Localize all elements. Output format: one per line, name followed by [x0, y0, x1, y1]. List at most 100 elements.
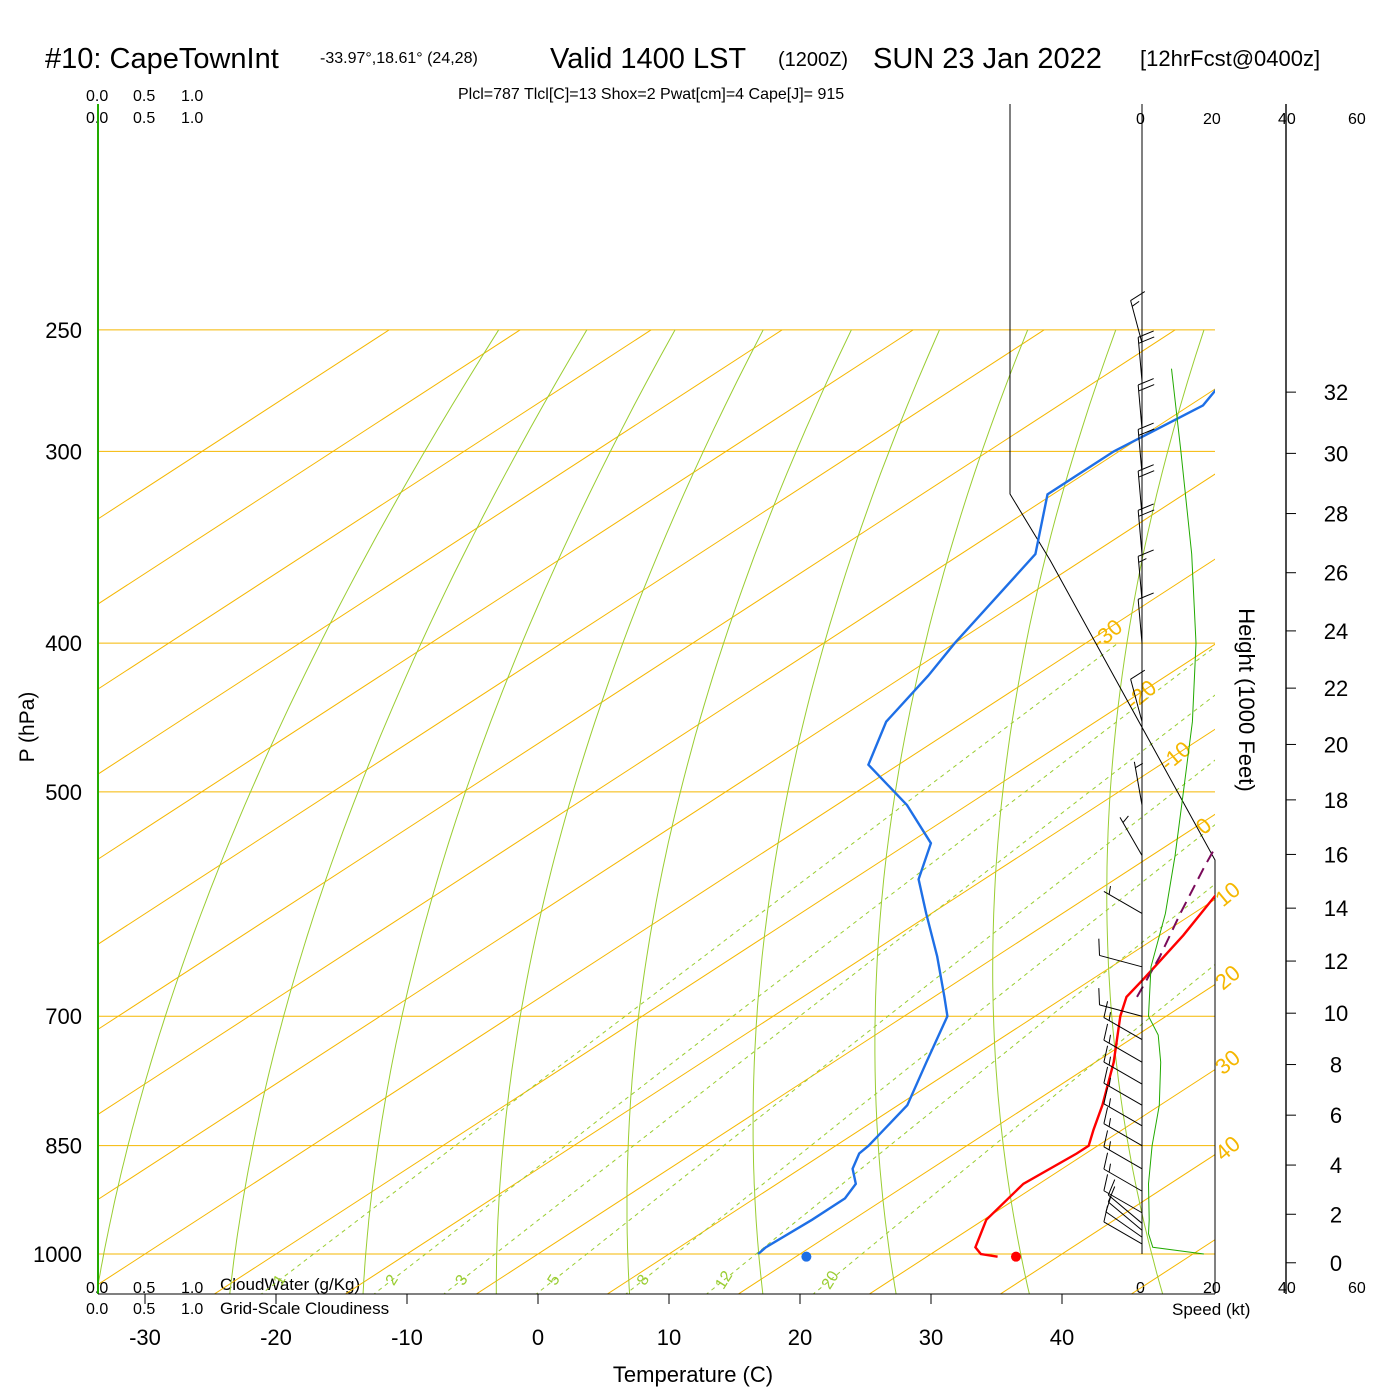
wind-barb	[1133, 761, 1144, 806]
isotherm--70	[98, 329, 1045, 945]
height-tick-16: 16	[1324, 842, 1348, 867]
pressure-tick-700: 700	[45, 1004, 82, 1029]
mixing-ratio-label-12: 12	[712, 1268, 736, 1292]
cloud-top-black-2: 1.0	[181, 110, 203, 127]
speed-bottom-20: 20	[1203, 1280, 1221, 1297]
wind-barb	[1130, 669, 1146, 722]
temp-tick-10: 10	[657, 1325, 681, 1350]
cloud-top-green-1: 0.5	[133, 88, 155, 105]
isotherm--10	[344, 728, 1215, 1294]
isotherm--80	[98, 329, 914, 860]
wind-barb	[1098, 938, 1143, 968]
speed-top-40: 40	[1278, 111, 1296, 128]
isotherm--60	[98, 329, 1176, 1030]
isotherm--50	[98, 388, 1215, 1115]
valid-time: Valid 1400 LST	[550, 43, 746, 75]
parcel-profile-line	[1136, 845, 1215, 998]
speed-top-0: 0	[1136, 111, 1145, 128]
wind-barb	[1107, 1186, 1143, 1231]
cloudiness-label: Grid-Scale Cloudiness	[220, 1299, 389, 1318]
wind-speed-line	[1147, 368, 1204, 1255]
isotherm-50	[1130, 1239, 1215, 1294]
plot-right-border	[1009, 104, 1216, 1294]
wind-barb	[1119, 815, 1143, 856]
height-tick-28: 28	[1324, 502, 1348, 527]
wind-barb	[1137, 503, 1155, 555]
mixing-ratio-label-20: 20	[819, 1268, 843, 1292]
temperature-profile-line	[974, 894, 1215, 1258]
dewpoint-profile-line	[757, 388, 1215, 1255]
cloud-scale-bottom: 0.0 0.5 1.0 CloudWater (g/Kg) 0.0 0.5 1.…	[86, 1275, 389, 1318]
mixing-ratio-1	[260, 642, 1119, 1294]
isotherm-20	[737, 983, 1215, 1294]
height-tick-24: 24	[1324, 619, 1348, 644]
dry-adiabat-310	[992, 329, 1117, 1294]
wind-barb	[1103, 1152, 1143, 1192]
station-title: #10: CapeTownInt	[45, 43, 279, 75]
wind-barb	[1103, 1001, 1143, 1041]
temp-tick-40: 40	[1050, 1325, 1074, 1350]
speed-top-20: 20	[1203, 111, 1221, 128]
wind-barb	[1103, 1205, 1143, 1245]
height-tick-18: 18	[1324, 788, 1348, 813]
height-tick-20: 20	[1324, 732, 1348, 757]
isotherm--120	[98, 329, 390, 520]
mixing-ratio-5	[535, 759, 1215, 1294]
mixing-ratio-12	[705, 883, 1215, 1294]
forecast-info: [12hrFcst@0400z]	[1140, 46, 1320, 71]
wind-barb	[1103, 1174, 1143, 1214]
wind-barb	[1137, 464, 1155, 515]
wind-barb	[1103, 1107, 1143, 1147]
wind-barb	[1137, 592, 1154, 644]
height-tick-2: 2	[1330, 1202, 1342, 1227]
utc-time: (1200Z)	[778, 49, 848, 71]
isotherm-label--20: -20	[1121, 675, 1161, 715]
wind-barb	[1130, 291, 1146, 344]
isotherm-10	[606, 898, 1215, 1294]
dry-adiabat-250	[229, 329, 588, 1294]
height-tick-14: 14	[1324, 896, 1348, 921]
wind-barb	[1137, 378, 1155, 429]
isotherm--30	[98, 558, 1215, 1286]
skewt-grid	[98, 329, 1215, 1294]
cloud-bottom-black-2: 1.0	[181, 1301, 203, 1318]
speed-top-60: 60	[1348, 111, 1366, 128]
cloud-bottom-green-2: 1.0	[181, 1280, 203, 1297]
surface-temperature-marker	[1010, 1251, 1021, 1262]
dry-adiabat-320	[1106, 329, 1205, 1294]
isotherm--110	[98, 329, 521, 605]
height-tick-12: 12	[1324, 949, 1348, 974]
sounding-series	[757, 388, 1215, 1262]
dry-adiabat-240	[98, 329, 500, 1289]
pressure-tick-300: 300	[45, 439, 82, 464]
pressure-tick-500: 500	[45, 780, 82, 805]
cloud-bottom-green-1: 0.5	[133, 1280, 155, 1297]
mixing-ratio-8	[625, 824, 1215, 1294]
wind-barb	[1103, 1130, 1143, 1170]
cloud-top-black-1: 0.5	[133, 110, 155, 127]
height-tick-0: 0	[1330, 1251, 1342, 1276]
height-tick-26: 26	[1324, 561, 1348, 586]
cloud-top-green-2: 1.0	[181, 88, 203, 105]
height-axis-title: Height (1000 Feet)	[1234, 608, 1259, 791]
dry-adiabat-300	[874, 329, 1029, 1294]
wind-barb	[1137, 549, 1154, 601]
speed-bottom-60: 60	[1348, 1280, 1366, 1297]
temp-tick--30: -30	[129, 1325, 161, 1350]
surface-dewpoint-marker	[801, 1251, 812, 1262]
isotherm--40	[98, 473, 1215, 1201]
isotherm-30	[868, 1068, 1215, 1294]
y-axis-title: P (hPa)	[16, 692, 39, 763]
speed-axis-label: Speed (kt)	[1172, 1300, 1250, 1319]
isotherm--90	[98, 329, 783, 775]
indices-line: Plcl=787 Tlcl[C]=13 Shox=2 Pwat[cm]=4 Ca…	[458, 86, 844, 103]
mixing-ratio-3	[443, 694, 1215, 1294]
height-tick-8: 8	[1330, 1053, 1342, 1078]
temp-tick--20: -20	[260, 1325, 292, 1350]
speed-scale: 0 20 40 60 0 20 40 60 Speed (kt)	[1136, 111, 1366, 1319]
wind-barb	[1103, 1023, 1143, 1063]
wind-barb	[1103, 885, 1143, 914]
temp-tick--10: -10	[391, 1325, 423, 1350]
